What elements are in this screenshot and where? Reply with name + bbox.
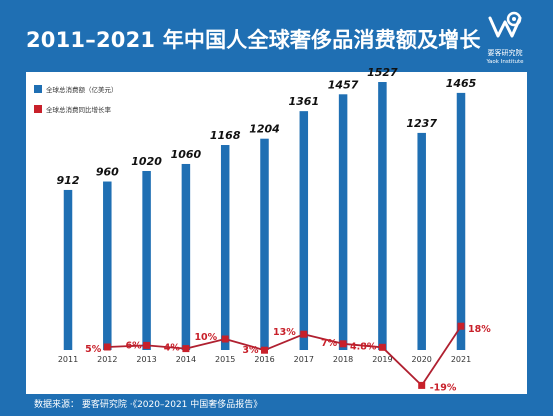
logo-name-cn: 要客研究院 bbox=[487, 49, 523, 57]
bar-value-label-2015: 1168 bbox=[210, 129, 241, 142]
growth-label-2012: 5% bbox=[85, 344, 102, 355]
x-tick-label-2017: 2017 bbox=[294, 355, 314, 364]
growth-point-2014 bbox=[182, 345, 190, 353]
x-tick-label-2015: 2015 bbox=[215, 355, 235, 364]
x-tick-label-2016: 2016 bbox=[254, 355, 274, 364]
x-tick-label-2021: 2021 bbox=[451, 355, 471, 364]
growth-label-2020: -19% bbox=[430, 382, 457, 393]
legend-swatch-line bbox=[34, 105, 42, 113]
growth-label-2016: 3% bbox=[242, 345, 259, 356]
growth-label-2018: 7% bbox=[321, 338, 338, 349]
bar-2012 bbox=[103, 181, 112, 350]
legend-swatch-bar bbox=[34, 85, 42, 93]
source-note: 数据来源： 要客研究院 ·《2020–2021 中国奢侈品报告》 bbox=[34, 400, 263, 410]
bar-2015 bbox=[220, 145, 230, 350]
growth-point-2018 bbox=[339, 340, 347, 348]
x-tick-label-2014: 2014 bbox=[176, 355, 196, 364]
growth-point-2020 bbox=[418, 381, 426, 389]
x-tick-label-2013: 2013 bbox=[136, 355, 156, 364]
bar-2013 bbox=[142, 170, 151, 350]
legend-item-bar: 全球总消费额（亿美元） bbox=[34, 82, 118, 96]
logo: 要客研究院 Yaok Institute bbox=[470, 8, 540, 72]
legend-label-line: 全球总消费同比增长率 bbox=[46, 106, 111, 114]
growth-point-2019 bbox=[378, 343, 386, 351]
bar-2019 bbox=[378, 82, 387, 350]
x-tick-label-2011: 2011 bbox=[58, 355, 78, 364]
growth-label-2019: 4.8% bbox=[350, 341, 377, 352]
bar-value-label-2013: 1020 bbox=[131, 155, 162, 168]
bar-value-label-2017: 1361 bbox=[288, 95, 319, 108]
chart-title: 2011–2021 年中国人全球奢侈品消费额及增长 bbox=[26, 28, 481, 52]
bar-value-label-2012: 960 bbox=[96, 166, 119, 179]
growth-label-2021: 18% bbox=[468, 324, 491, 335]
bar-value-label-2020: 1237 bbox=[406, 117, 437, 130]
bar-2018 bbox=[338, 94, 348, 350]
growth-point-2015 bbox=[221, 335, 229, 343]
growth-label-2015: 10% bbox=[194, 332, 217, 343]
growth-point-2013 bbox=[143, 341, 151, 349]
x-tick-label-2019: 2019 bbox=[372, 355, 392, 364]
growth-label-2013: 6% bbox=[125, 340, 142, 351]
yaok-logo-icon bbox=[488, 11, 522, 38]
bar-2017 bbox=[299, 111, 309, 350]
bar-value-label-2019: 1527 bbox=[367, 66, 398, 79]
growth-label-2017: 13% bbox=[273, 327, 296, 338]
bar-value-label-2018: 1457 bbox=[328, 78, 359, 91]
legend-label-bar: 全球总消费额（亿美元） bbox=[46, 86, 118, 94]
bar-2011 bbox=[63, 189, 73, 350]
legend-item-line: 全球总消费同比增长率 bbox=[34, 102, 118, 116]
bar-2021 bbox=[456, 92, 466, 350]
bar-2016 bbox=[260, 138, 269, 350]
growth-point-2021 bbox=[457, 322, 465, 330]
growth-point-2012 bbox=[103, 343, 111, 351]
growth-line bbox=[107, 325, 462, 387]
bar-2014 bbox=[181, 163, 191, 350]
bar-2020 bbox=[417, 132, 426, 350]
bar-value-label-2021: 1465 bbox=[446, 77, 477, 90]
x-tick-label-2018: 2018 bbox=[333, 355, 353, 364]
legend: 全球总消费额（亿美元） 全球总消费同比增长率 bbox=[34, 82, 118, 122]
bar-value-label-2011: 912 bbox=[57, 174, 80, 187]
bar-value-label-2014: 1060 bbox=[171, 148, 202, 161]
growth-point-2016 bbox=[261, 346, 268, 354]
growth-point-2017 bbox=[300, 330, 308, 338]
x-tick-label-2020: 2020 bbox=[412, 355, 432, 364]
bar-value-label-2016: 1204 bbox=[249, 123, 280, 136]
x-tick-label-2012: 2012 bbox=[97, 355, 117, 364]
growth-label-2014: 4% bbox=[164, 343, 181, 354]
logo-name-en: Yaok Institute bbox=[486, 59, 524, 65]
